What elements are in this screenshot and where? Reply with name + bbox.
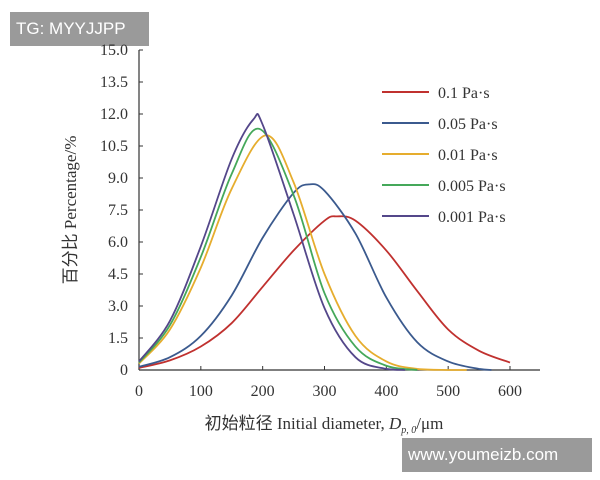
legend-label: 0.001 Pa·s	[438, 209, 506, 226]
watermark-top-left: TG: MYYJJPP	[10, 12, 149, 46]
x-tick-label: 300	[313, 383, 337, 400]
y-tick-label: 0	[120, 362, 128, 379]
legend: 0.1 Pa·s 0.05 Pa·s 0.01 Pa·s 0.005 Pa·s 0.00…	[382, 85, 506, 226]
y-tick-label: 3.0	[108, 298, 128, 315]
legend-label: 0.01 Pa·s	[438, 147, 498, 164]
x-tick-label: 0	[135, 383, 143, 400]
series-line-0	[138, 215, 511, 369]
x-tick-label: 100	[189, 383, 213, 400]
legend-label: 0.05 Pa·s	[438, 116, 498, 133]
series-line-3	[138, 128, 418, 371]
series-line-2	[138, 134, 467, 371]
y-tick-label: 10.5	[100, 138, 128, 155]
y-tick-label: 1.5	[108, 330, 128, 347]
x-axis-label: 初始粒径 Initial diameter, Dp, 0/μm	[205, 414, 444, 436]
y-tick-label: 4.5	[108, 266, 128, 283]
y-tick-label: 9.0	[108, 170, 128, 187]
series-line-4	[138, 113, 405, 371]
x-tick-label: 600	[498, 383, 522, 400]
x-tick-label: 200	[251, 383, 275, 400]
y-tick-label: 7.5	[108, 202, 128, 219]
series-lines	[138, 113, 511, 371]
y-tick-label: 6.0	[108, 234, 128, 251]
axes: 0 100 200 300 400 500 600 0 1.5 3.0 4.5 6.0 7.5 9.0 10…	[100, 42, 540, 400]
y-axis-label: 百分比 Percentage/%	[61, 136, 80, 285]
legend-label: 0.005 Pa·s	[438, 178, 506, 195]
series-line-1	[138, 183, 492, 371]
x-tick-label: 500	[436, 383, 460, 400]
watermark-bottom-right: www.youmeizb.com	[402, 438, 592, 472]
y-tick-label: 12.0	[100, 106, 128, 123]
legend-label: 0.1 Pa·s	[438, 85, 490, 102]
y-tick-label: 15.0	[100, 42, 128, 59]
x-tick-label: 400	[374, 383, 398, 400]
y-tick-label: 13.5	[100, 74, 128, 91]
